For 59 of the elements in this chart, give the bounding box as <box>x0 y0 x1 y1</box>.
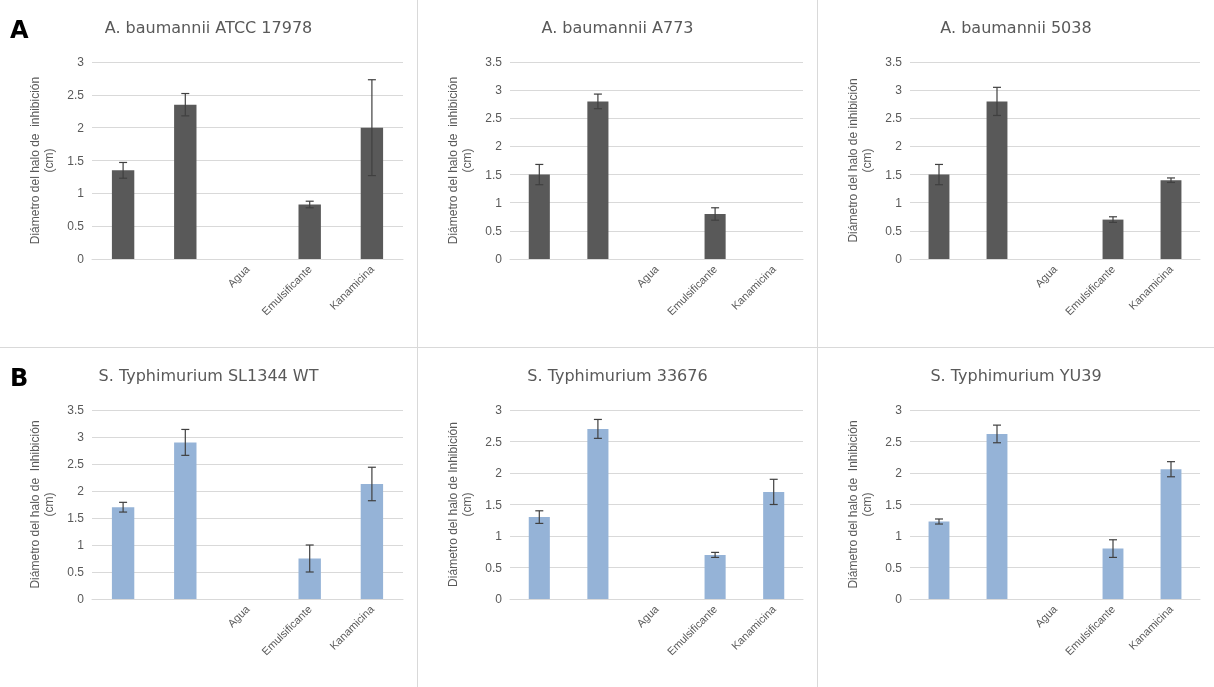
y-axis-title: Diámetro del halo de Inhibición (cm) <box>446 422 474 587</box>
y-axis-title: Diámetro del halo de Inhibición (cm) <box>846 420 874 589</box>
y-tick-label: 0.5 <box>885 560 903 575</box>
y-tick-label: 0.5 <box>67 565 85 579</box>
y-tick-label: 1.5 <box>885 167 903 182</box>
y-tick-label: 3.5 <box>67 403 85 417</box>
y-tick-label: 2.5 <box>485 111 503 126</box>
y-tick-label: 1 <box>895 529 903 543</box>
y-tick-label: 0.5 <box>485 560 503 575</box>
y-tick-label: 3 <box>895 403 903 417</box>
y-tick-label: 2.5 <box>485 434 503 449</box>
y-tick-label: 3 <box>495 83 503 98</box>
chart-title: A. baumannii ATCC 17978 <box>104 17 313 37</box>
y-tick-label: 2 <box>895 139 903 154</box>
y-tick-label: 1 <box>495 529 503 543</box>
text: B <box>10 364 29 392</box>
y-tick-label: 2.5 <box>67 457 85 471</box>
y-tick-label: 0.5 <box>67 219 85 234</box>
y-tick-label: 0 <box>895 592 903 606</box>
y-tick-label: 3 <box>77 430 85 444</box>
y-tick-label: 1.5 <box>485 497 503 512</box>
chart-title: S. Typhimurium YU39 <box>930 365 1102 385</box>
y-axis-title: Diámetro del halo de Inhibición (cm) <box>28 420 56 589</box>
y-axis-title: Diámetro del halo de inhibición (cm) <box>846 78 874 243</box>
text: A <box>10 16 29 44</box>
y-tick-label: 1.5 <box>885 497 903 512</box>
y-tick-label: 2 <box>77 484 85 498</box>
y-tick-label: 3.5 <box>485 55 503 69</box>
y-tick-label: 0 <box>495 592 503 606</box>
y-tick-label: 1 <box>895 195 903 210</box>
y-tick-label: 1 <box>77 186 85 201</box>
y-tick-label: 3.5 <box>885 55 903 69</box>
y-tick-label: 0 <box>77 252 85 266</box>
y-tick-label: 1 <box>77 538 85 552</box>
y-tick-label: 2 <box>495 139 503 154</box>
y-tick-label: 2 <box>895 466 903 480</box>
y-tick-label: 3 <box>895 83 903 98</box>
y-tick-label: 0 <box>495 252 503 266</box>
chart-title: S. Typhimurium SL1344 WT <box>98 365 319 385</box>
y-tick-label: 1.5 <box>67 511 85 525</box>
y-tick-label: 1.5 <box>67 153 85 168</box>
y-tick-label: 0 <box>77 592 85 606</box>
chart-title: A. baumannii A773 <box>541 17 694 37</box>
y-axis-title: Diámetro del halo de inhibición (cm) <box>446 76 474 245</box>
y-tick-label: 2.5 <box>885 111 903 126</box>
chart-title: S. Typhimurium 33676 <box>527 365 708 385</box>
y-tick-label: 3 <box>495 403 503 417</box>
y-tick-label: 0 <box>895 252 903 266</box>
y-tick-label: 2.5 <box>67 87 85 102</box>
y-axis-title: Diámetro del halo de inhibición (cm) <box>28 76 56 245</box>
chart-title: A. baumannii 5038 <box>940 17 1092 37</box>
y-tick-label: 3 <box>77 55 85 69</box>
y-tick-label: 2.5 <box>885 434 903 449</box>
y-tick-label: 0.5 <box>885 223 903 238</box>
y-tick-label: 0.5 <box>485 223 503 238</box>
y-tick-label: 2 <box>495 466 503 480</box>
y-tick-label: 1.5 <box>485 167 503 182</box>
y-tick-label: 2 <box>77 120 85 135</box>
y-tick-label: 1 <box>495 195 503 210</box>
